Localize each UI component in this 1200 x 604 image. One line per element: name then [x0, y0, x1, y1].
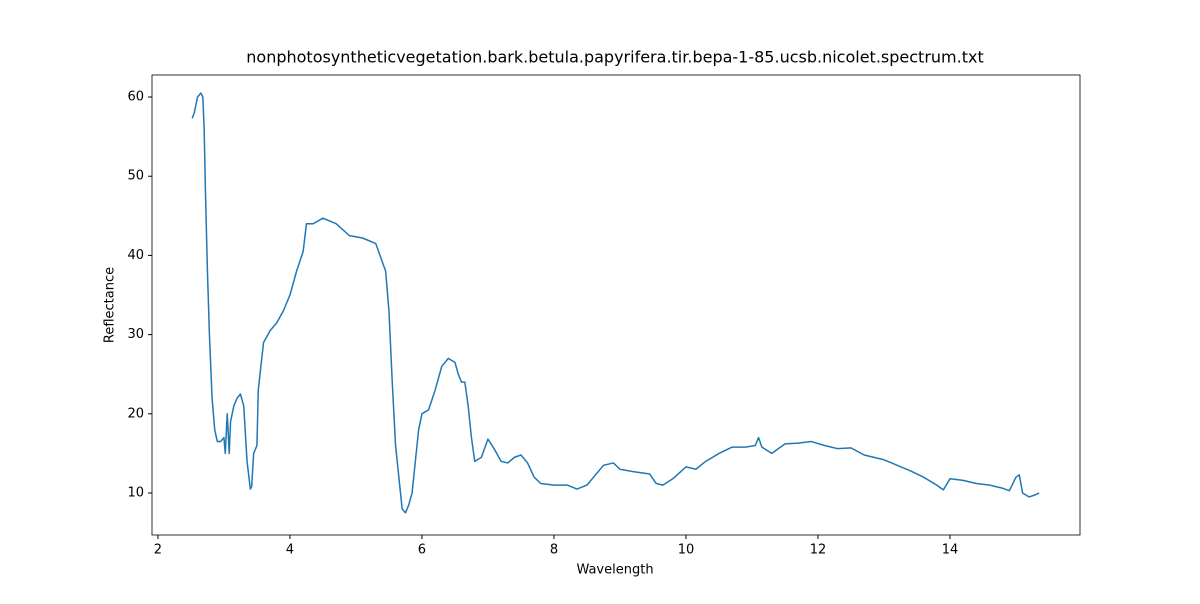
x-axis-label: Wavelength — [576, 563, 653, 578]
y-axis-label: Reflectance — [103, 267, 118, 343]
x-tick-label: 6 — [418, 543, 426, 558]
plot-frame — [151, 74, 1081, 536]
y-tick-label: 60 — [127, 90, 144, 105]
x-tick-label: 14 — [942, 543, 959, 558]
x-tick-label: 12 — [810, 543, 827, 558]
y-tick-label: 50 — [127, 169, 144, 184]
y-tick-label: 20 — [127, 406, 144, 421]
x-tick-label: 2 — [154, 543, 162, 558]
x-tick-label: 4 — [286, 543, 294, 558]
y-tick-label: 30 — [127, 327, 144, 342]
line-series — [191, 92, 1040, 514]
x-tick-label: 8 — [550, 543, 558, 558]
y-tick-label: 40 — [127, 248, 144, 263]
y-tick-label: 10 — [127, 486, 144, 501]
x-tick-label: 10 — [678, 543, 695, 558]
chart-title: nonphotosyntheticvegetation.bark.betula.… — [246, 48, 983, 67]
